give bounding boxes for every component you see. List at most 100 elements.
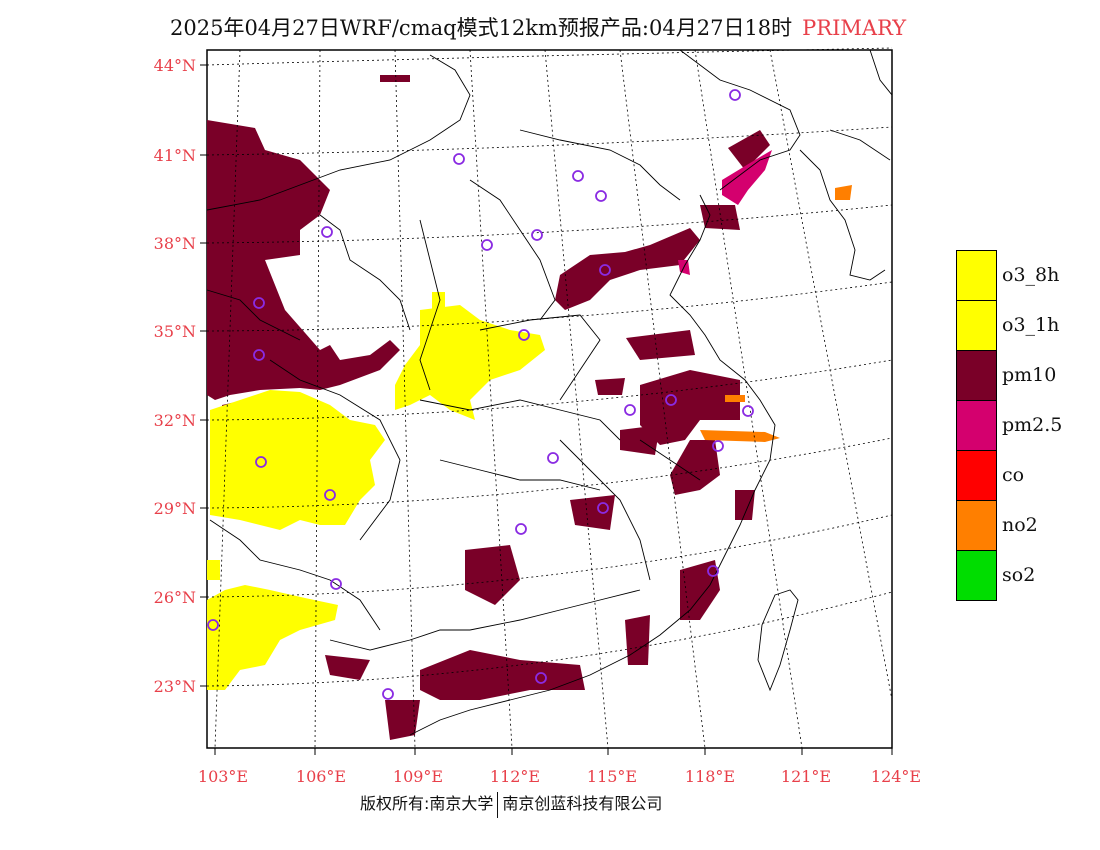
station-marker bbox=[253, 297, 265, 309]
pm10-patch-guangxi-east bbox=[325, 655, 370, 680]
lon-line-103 bbox=[214, 49, 241, 749]
lat-label: 32°N bbox=[154, 411, 196, 430]
station-marker bbox=[572, 170, 584, 182]
lon-label: 118°E bbox=[685, 767, 735, 786]
station-marker bbox=[535, 672, 547, 684]
no2-patch-korea bbox=[835, 185, 852, 200]
legend-swatch bbox=[956, 550, 997, 601]
station-marker bbox=[531, 229, 543, 241]
border-sichuan bbox=[269, 359, 401, 541]
legend-swatch bbox=[956, 300, 997, 351]
legend-label: o3_1h bbox=[1002, 314, 1060, 336]
border-hubei bbox=[419, 399, 621, 441]
o3-region-yunnan bbox=[207, 585, 338, 690]
border-gansu bbox=[319, 214, 411, 331]
legend-label: no2 bbox=[1002, 514, 1038, 536]
pm10-patch-zhejiang bbox=[735, 490, 755, 520]
legend-swatch bbox=[956, 250, 997, 301]
lon-line-109 bbox=[394, 49, 416, 749]
title-text: 2025年04月27日WRF/cmaq模式12km预报产品:04月27日18时 bbox=[170, 16, 793, 40]
border-qinghai bbox=[206, 289, 301, 341]
legend-item-o3-1h: o3_1h bbox=[956, 300, 1076, 351]
legend-label: pm2.5 bbox=[1002, 414, 1063, 436]
border-shaanxi bbox=[419, 219, 441, 391]
graticule bbox=[206, 47, 893, 749]
pm10-patch-jiangxi bbox=[570, 495, 615, 530]
station-marker bbox=[382, 688, 394, 700]
legend-swatch bbox=[956, 400, 997, 451]
o3-patch-north bbox=[432, 292, 445, 310]
lat-line-26 bbox=[206, 514, 893, 598]
pm10-region-northwest bbox=[207, 120, 400, 400]
lon-label: 124°E bbox=[871, 767, 921, 786]
o3-region-shaanxi-henan bbox=[395, 305, 545, 420]
border-northeast bbox=[679, 49, 801, 191]
province-borders bbox=[206, 49, 893, 736]
pm10-region-guangdong bbox=[420, 650, 585, 700]
axis-ticks bbox=[200, 64, 893, 755]
pm10-patch-zhejiang-coast bbox=[670, 440, 720, 495]
station-markers bbox=[207, 89, 754, 700]
border-zhejiang bbox=[639, 439, 701, 481]
pm10-patch-huabei bbox=[626, 330, 695, 360]
legend-item-pm10: pm10 bbox=[956, 350, 1076, 401]
station-marker bbox=[321, 226, 333, 238]
map-frame bbox=[206, 49, 893, 749]
station-marker bbox=[481, 239, 493, 251]
border-coast bbox=[409, 194, 776, 736]
o3-patch-sw bbox=[207, 560, 220, 580]
border-japan-coast bbox=[829, 129, 891, 161]
pollution-layer bbox=[207, 75, 852, 740]
border-hunan bbox=[439, 459, 601, 491]
legend-item-co: co bbox=[956, 450, 1076, 501]
legend-swatch bbox=[956, 450, 997, 501]
border-shanxi bbox=[469, 179, 556, 321]
lon-line-118 bbox=[619, 49, 706, 749]
station-marker bbox=[595, 190, 607, 202]
border-hebei bbox=[519, 129, 681, 201]
lat-label: 29°N bbox=[154, 499, 196, 518]
station-marker bbox=[515, 523, 527, 535]
legend-item-no2: no2 bbox=[956, 500, 1076, 551]
lon-label: 121°E bbox=[781, 767, 831, 786]
pm10-patch-shandong-bay bbox=[700, 205, 740, 230]
border-jiangxi bbox=[559, 439, 651, 581]
legend-label: o3_8h bbox=[1002, 264, 1060, 286]
lon-label: 112°E bbox=[490, 767, 540, 786]
border-korea bbox=[799, 149, 886, 281]
border-ne-outer bbox=[869, 49, 893, 96]
border-henan bbox=[479, 314, 601, 401]
o3-region-sichuan bbox=[210, 390, 385, 530]
station-marker bbox=[518, 329, 530, 341]
lon-line-106 bbox=[314, 49, 321, 749]
station-marker bbox=[330, 578, 342, 590]
station-marker bbox=[707, 565, 719, 577]
copyright-left: 版权所有:南京大学 bbox=[360, 794, 494, 813]
lat-label: 35°N bbox=[154, 322, 196, 341]
pm10-patch-liaoning bbox=[728, 130, 770, 170]
lat-label: 41°N bbox=[154, 146, 196, 165]
station-marker bbox=[599, 264, 611, 276]
lon-label: 109°E bbox=[393, 767, 443, 786]
station-marker bbox=[742, 405, 754, 417]
legend-label: pm10 bbox=[1002, 364, 1057, 386]
station-marker bbox=[253, 349, 265, 361]
lon-line-115 bbox=[544, 49, 609, 749]
pm10-patch-east-hubei bbox=[595, 378, 625, 395]
lon-line-112 bbox=[469, 49, 513, 749]
station-marker bbox=[729, 89, 741, 101]
legend-item-so2: so2 bbox=[956, 550, 1076, 601]
pm25-region-liaodong bbox=[722, 150, 772, 205]
footer-divider bbox=[497, 791, 499, 818]
station-marker bbox=[665, 394, 677, 406]
border-taiwan bbox=[757, 589, 799, 692]
station-marker bbox=[255, 456, 267, 468]
station-marker bbox=[453, 153, 465, 165]
map-title: 2025年04月27日WRF/cmaq模式12km预报产品:04月27日18时 P… bbox=[170, 12, 906, 42]
legend-swatch bbox=[956, 350, 997, 401]
lat-label: 38°N bbox=[154, 234, 196, 253]
lon-label: 115°E bbox=[587, 767, 637, 786]
station-marker bbox=[547, 452, 559, 464]
pm10-region-jiangsu bbox=[640, 370, 740, 445]
